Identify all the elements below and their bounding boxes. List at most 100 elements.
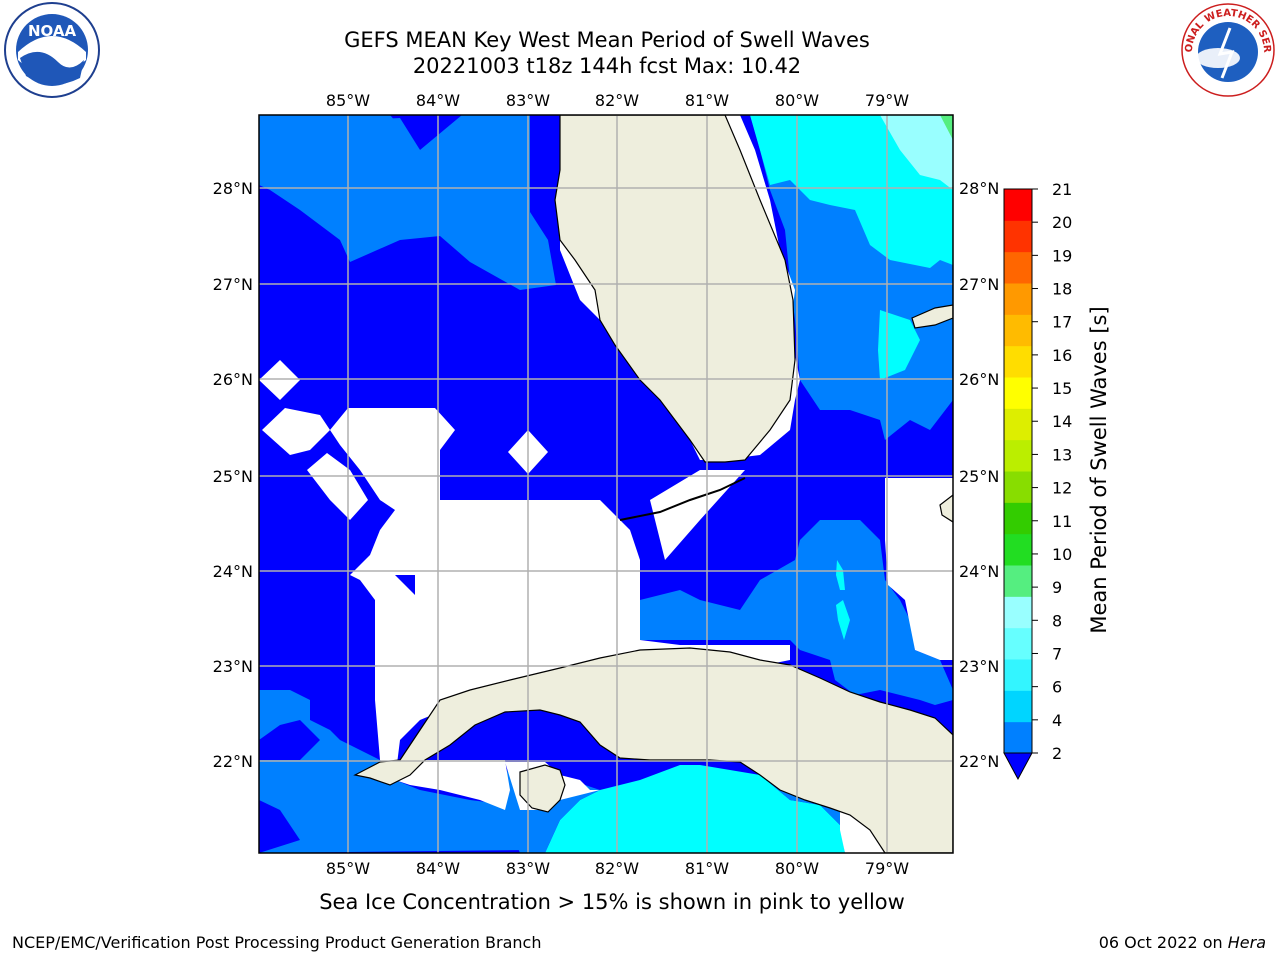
ocean-dark-sw-1 — [259, 720, 320, 760]
ocean-mid-north2 — [262, 118, 420, 170]
land-bahamas-north — [911, 304, 953, 329]
colorbar-tick-label: 15 — [1052, 379, 1072, 398]
sea-ice-note: Sea Ice Concentration > 15% is shown in … — [319, 890, 905, 914]
gridlines — [259, 115, 953, 853]
nodata-gulf-diamond1 — [259, 360, 300, 400]
lon-label: 83°W — [506, 91, 550, 110]
nodata-central2 — [395, 575, 415, 595]
colorbar-tick-label: 9 — [1052, 578, 1062, 597]
lon-label: 82°W — [595, 859, 639, 878]
lon-labels-top: 85°W 84°W 83°W 82°W 81°W 80°W 79°W — [326, 91, 909, 110]
ocean-green-corner — [940, 115, 953, 140]
lon-label: 79°W — [865, 859, 909, 878]
map-frame — [258, 114, 954, 854]
colorbar-tick-label: 6 — [1052, 678, 1062, 697]
land-florida — [554, 115, 796, 463]
land-bahamas-andros — [939, 494, 953, 523]
colorbar-label: Mean Period of Swell Waves [s] — [1087, 306, 1111, 633]
colorbar-segment — [1004, 408, 1032, 441]
colorbar-segment — [1004, 533, 1032, 566]
colorbar-segment — [1004, 502, 1032, 535]
colorbar: 2 4 6 7 8 9 10 11 12 13 14 15 16 17 18 19 20 21 — [1003, 180, 1072, 781]
ocean-dark-sw-2 — [259, 800, 300, 853]
colorbar-tick-label: 19 — [1052, 246, 1072, 265]
colorbar-segment — [1004, 471, 1032, 503]
colorbar-segment — [1004, 283, 1032, 315]
colorbar-extend-arrow — [1003, 752, 1033, 781]
lat-label: 25°N — [213, 467, 253, 486]
lon-label: 79°W — [865, 91, 909, 110]
colorbar-tick-label: 16 — [1052, 346, 1072, 365]
nodata-gulf-diamond3 — [307, 453, 368, 520]
ocean-light-se-sliver1 — [836, 560, 845, 590]
lat-label: 26°N — [213, 370, 253, 389]
nodata-bahamas — [885, 478, 953, 660]
lat-label: 27°N — [213, 275, 253, 294]
ocean-mid-south-west — [259, 690, 530, 853]
colorbar-tick-label: 13 — [1052, 445, 1072, 464]
colorbar-segment — [1004, 314, 1032, 347]
lon-label: 83°W — [506, 859, 550, 878]
colorbar-segment — [1004, 596, 1032, 629]
lat-label: 23°N — [213, 657, 253, 676]
colorbar-segment — [1004, 439, 1032, 472]
florida-keys — [619, 477, 746, 521]
lon-label: 84°W — [416, 859, 460, 878]
lat-label: 24°N — [213, 562, 253, 581]
nodata-gulf-diamond2 — [262, 408, 330, 455]
svg-text:NATIONAL WEATHER SERVICE: NATIONAL WEATHER SERVICE — [0, 0, 1272, 53]
footer-host: Hera — [1227, 933, 1266, 952]
chart-title: GEFS MEAN Key West Mean Period of Swell … — [344, 28, 870, 52]
colorbar-tick-label: 11 — [1052, 512, 1072, 531]
lat-label: 22°N — [213, 752, 253, 771]
nodata-south-left — [395, 760, 510, 810]
lon-label: 81°W — [685, 91, 729, 110]
colorbar-frame — [1003, 188, 1033, 754]
footer-date: 06 Oct 2022 on Hera — [1099, 933, 1266, 952]
colorbar-tick-label: 21 — [1052, 180, 1072, 199]
lat-label: 28°N — [213, 179, 253, 198]
colorbar-tick-label: 17 — [1052, 313, 1072, 332]
ocean-light-se-sliver2 — [836, 600, 850, 640]
nodata-central — [330, 408, 790, 780]
colorbar-tick-label: 2 — [1052, 744, 1062, 763]
lon-label: 80°W — [775, 91, 819, 110]
colorbar-tick-label: 8 — [1052, 611, 1062, 630]
land-cuba — [353, 647, 953, 853]
colorbar-segment — [1004, 690, 1032, 723]
colorbar-segment — [1004, 345, 1032, 378]
lat-label: 27°N — [959, 275, 999, 294]
lat-label: 28°N — [959, 179, 999, 198]
ocean-light-bahamas — [878, 310, 920, 380]
lon-labels-bottom: 85°W 84°W 83°W 82°W 81°W 80°W 79°W — [326, 859, 909, 878]
colorbar-tick-label: 20 — [1052, 213, 1072, 232]
colorbar-tick-label: 14 — [1052, 412, 1072, 431]
lat-label: 26°N — [959, 370, 999, 389]
ocean-lighter-ne — [880, 115, 953, 190]
lat-label: 23°N — [959, 657, 999, 676]
noaa-logo-text: NOAA — [28, 22, 77, 40]
colorbar-segment — [1004, 659, 1032, 691]
lon-label: 85°W — [326, 859, 370, 878]
chart-subtitle: 20221003 t18z 144h fcst Max: 10.42 — [412, 54, 802, 78]
nodata-florida-sw — [650, 470, 745, 560]
colorbar-tick-label: 10 — [1052, 545, 1072, 564]
colorbar-tick-label: 12 — [1052, 479, 1072, 498]
footer-date-text: 06 Oct 2022 on — [1098, 933, 1223, 952]
land-isla-juventud — [519, 764, 566, 813]
ocean-light-south — [545, 765, 845, 853]
colorbar-segment — [1004, 189, 1032, 221]
lon-label: 82°W — [595, 91, 639, 110]
colorbar-segment — [1004, 220, 1032, 253]
noaa-logo-icon: NOAA — [4, 2, 100, 98]
ocean-light-ne — [750, 115, 953, 268]
lat-labels-right: 28°N 27°N 26°N 25°N 24°N 23°N 22°N — [959, 179, 999, 771]
lon-label: 80°W — [775, 859, 819, 878]
colorbar-tick-label: 4 — [1052, 711, 1062, 730]
colorbar-tick-label: 18 — [1052, 280, 1072, 299]
nws-logo-text: NATIONAL WEATHER SERVICE — [0, 0, 1272, 53]
colorbar-tick-label: 7 — [1052, 644, 1062, 663]
colorbar-segment — [1004, 377, 1032, 409]
colorbar-segment — [1004, 565, 1032, 597]
